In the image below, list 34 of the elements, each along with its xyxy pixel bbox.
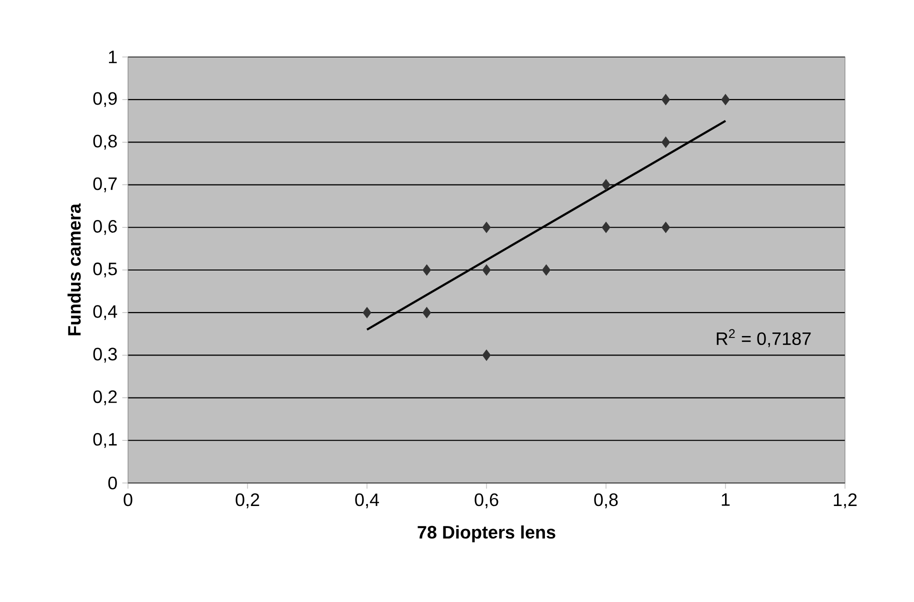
y-tick-label: 0,6 (93, 220, 117, 235)
y-tick-label: 0,9 (93, 92, 117, 108)
point (661, 136, 670, 148)
x-tick-label: 0,2 (236, 493, 260, 508)
point (482, 222, 491, 233)
y-axis-title: Fundus camera (68, 203, 81, 336)
y-tick-label: 0,2 (93, 390, 117, 406)
y-tick-label: 0 (108, 476, 117, 490)
y-tick-label: 0,5 (93, 262, 117, 278)
x-axis-title: 78 Diopters lens (418, 525, 556, 542)
point (482, 350, 491, 361)
x-tick-label: 0 (124, 493, 132, 506)
y-tick-label: 0,4 (93, 305, 118, 320)
point (661, 94, 670, 106)
point (482, 264, 491, 276)
x-tick-label: 0,4 (355, 493, 379, 508)
point (661, 222, 670, 233)
y-tick-label: 0,7 (93, 177, 117, 192)
x-tick-label: 0,8 (594, 493, 618, 508)
point (602, 222, 610, 233)
y-tick-label: 0,3 (93, 348, 117, 363)
point (721, 94, 730, 106)
point (602, 179, 610, 190)
point (542, 264, 551, 276)
y-tick-label: 0,8 (93, 134, 117, 150)
x-tick-label: 1,2 (834, 493, 857, 508)
y-tick-label: 1 (108, 50, 117, 64)
point (422, 264, 432, 276)
x-tick-label: 0,6 (474, 493, 498, 508)
annotation: R$^{2}$ = 0,7187 (716, 329, 811, 348)
point (362, 306, 372, 318)
point (422, 306, 432, 318)
x-tick-label: 1 (722, 493, 730, 506)
y-tick-label: 0,1 (93, 432, 117, 448)
